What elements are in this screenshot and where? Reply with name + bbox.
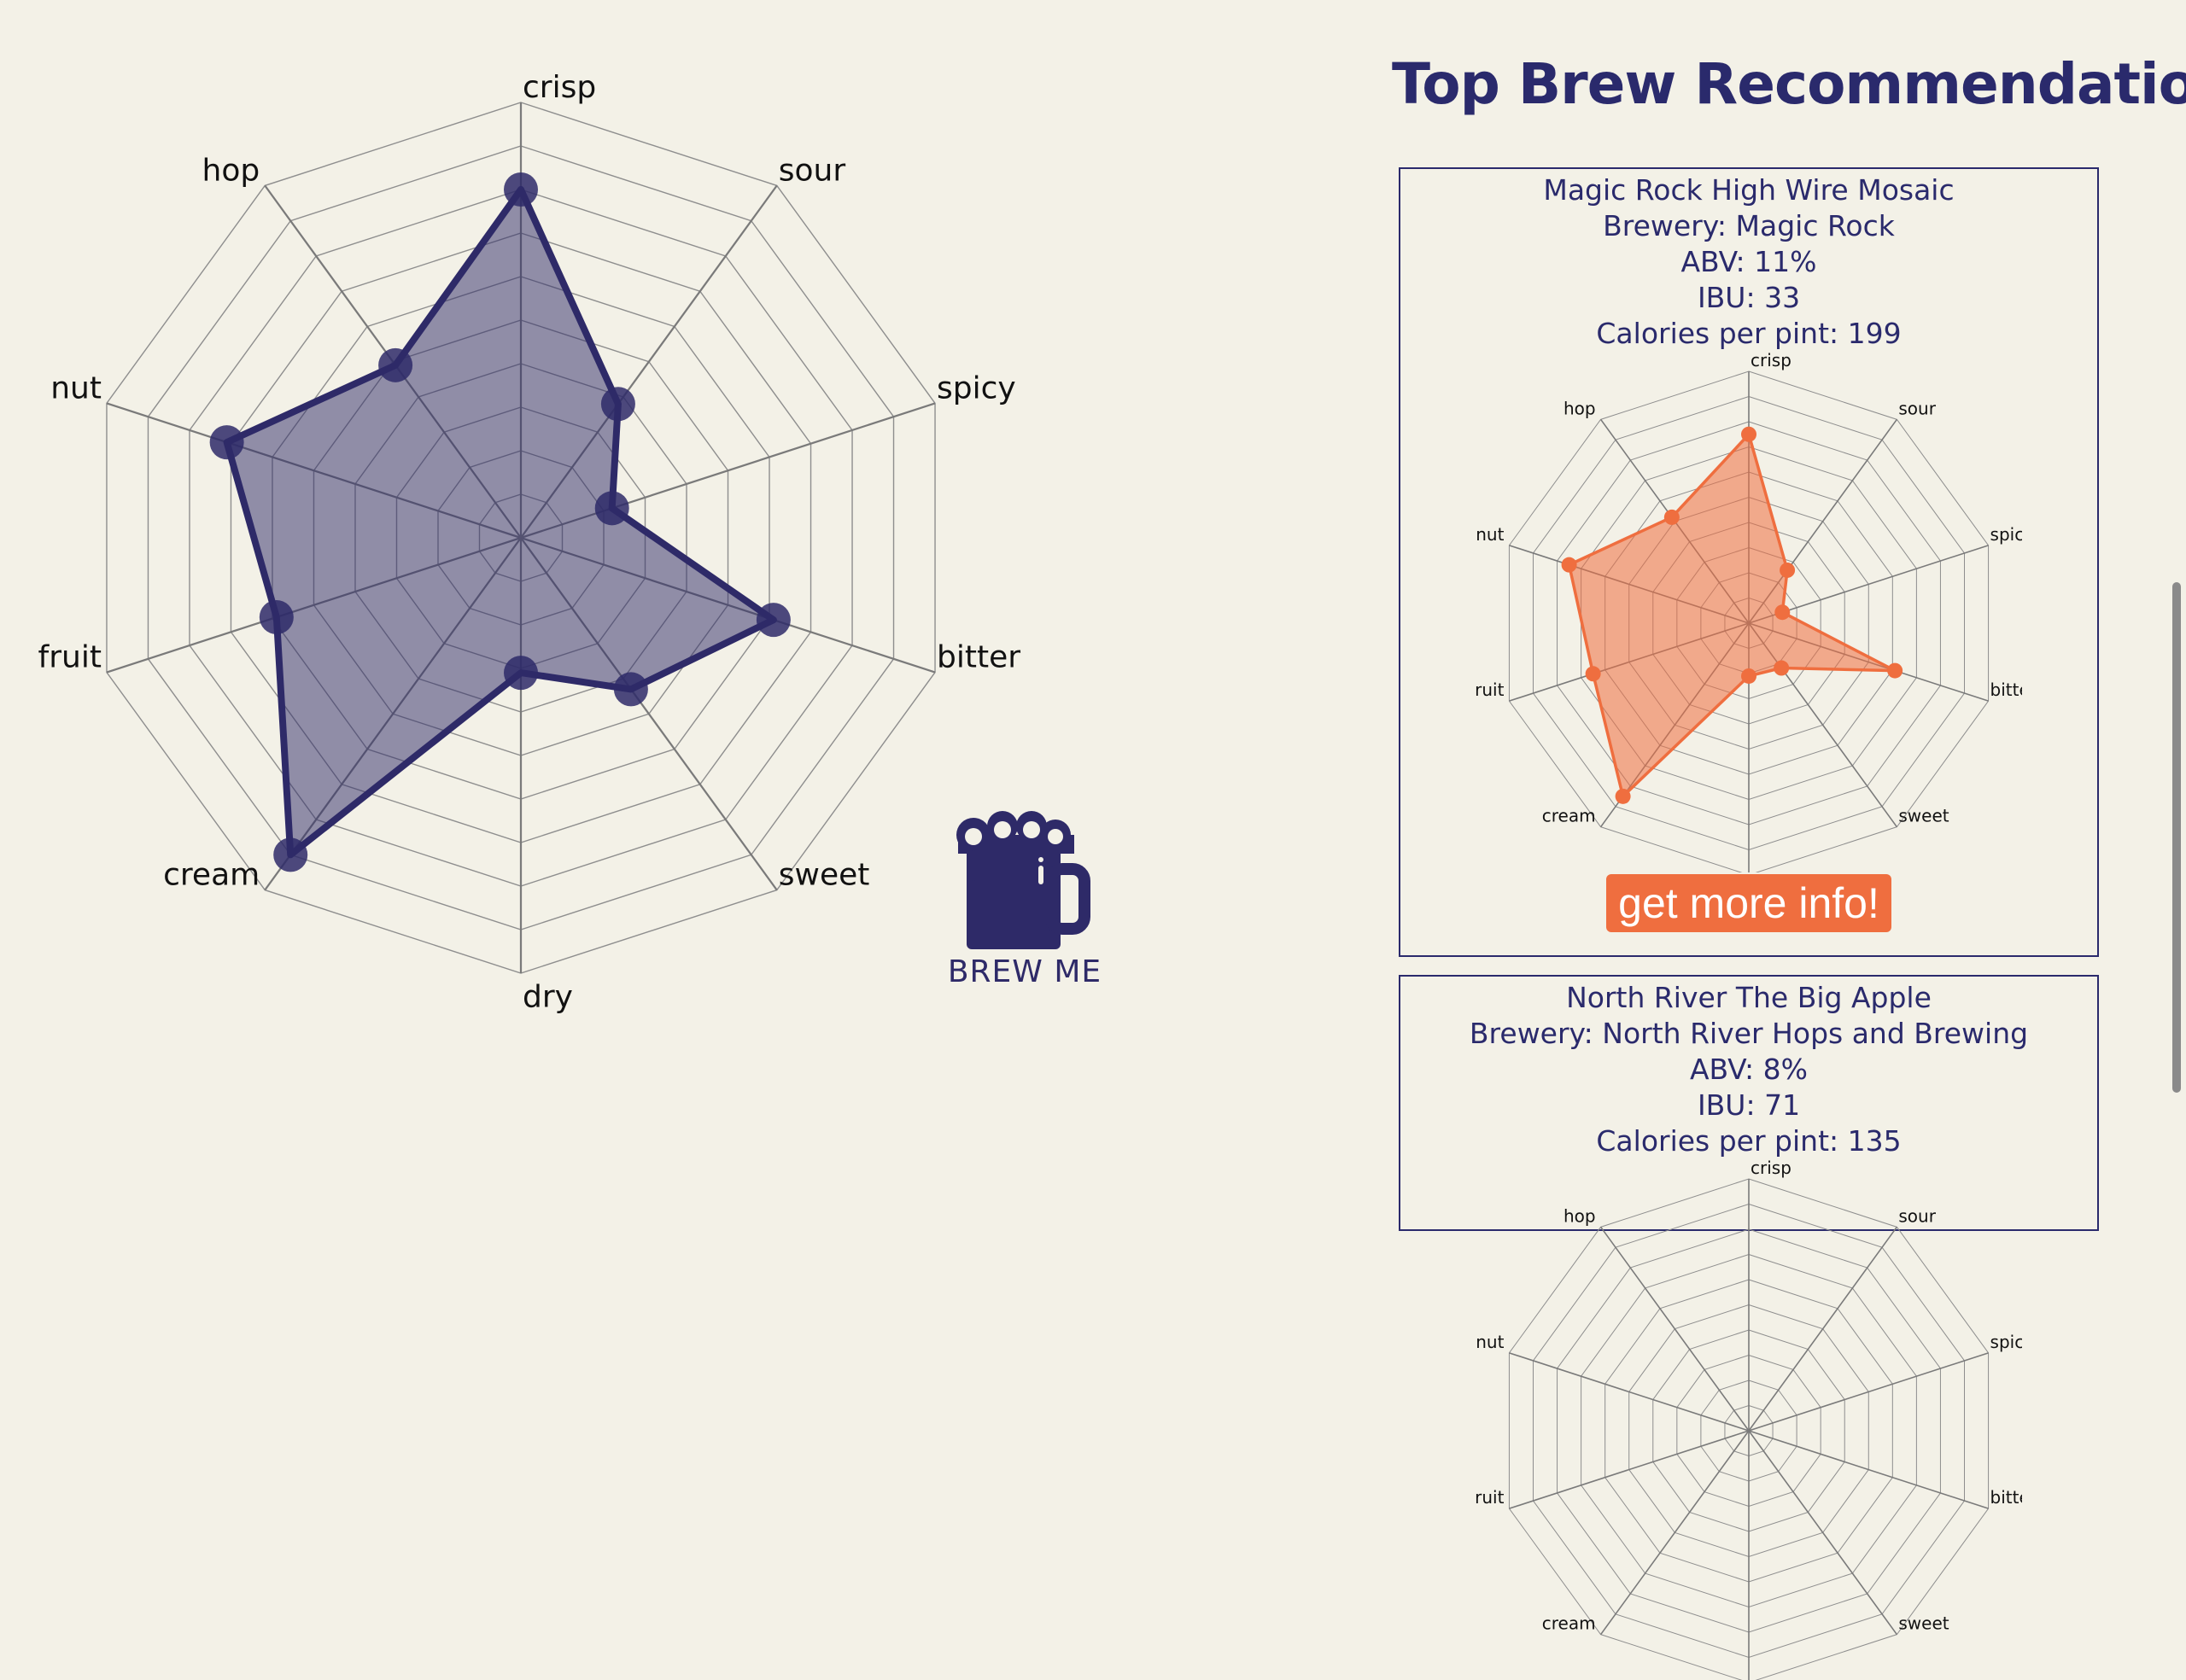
data-point (613, 672, 648, 707)
data-point (259, 599, 294, 634)
axis-line (1748, 1430, 1898, 1636)
abv: ABV: 11% (1680, 245, 1817, 278)
axis-label: cream (163, 858, 260, 893)
axis-label: crisp (523, 70, 596, 105)
brew-me-label: BREW ME (947, 954, 1102, 989)
axis-label: spicy (1990, 1332, 2022, 1352)
data-point (1561, 557, 1577, 573)
main-flavor-radar-chart[interactable]: crisp sour spicy bitter sweet dry cream fruit nu… (0, 0, 1042, 1041)
data-point (1615, 788, 1631, 804)
axis-line (1599, 1226, 1750, 1432)
data-point (504, 656, 538, 691)
calories: Calories per pint: 199 (1596, 317, 1902, 350)
abv: ABV: 8% (1689, 1053, 1809, 1086)
data-point (1741, 426, 1756, 442)
data-point (600, 387, 635, 422)
brew-me-button[interactable]: BREW ME (939, 811, 1110, 999)
get-more-info-button[interactable]: get more info! (1606, 874, 1891, 932)
data-point (209, 425, 244, 460)
beer-name: Magic Rock High Wire Mosaic (1543, 173, 1955, 207)
axis-label: hop (1564, 398, 1596, 418)
axis-label: cream (1542, 806, 1596, 826)
axis-label: bitter (1990, 680, 2022, 700)
axis-label: nut (1476, 1332, 1504, 1352)
beer-name: North River The Big Apple (1566, 981, 1932, 1014)
data-point (1585, 666, 1601, 682)
axis-label: crisp (1751, 1159, 1791, 1178)
axis-label: sour (1898, 1205, 1936, 1226)
axis-label: cream (1542, 1613, 1596, 1634)
data-point (756, 603, 791, 638)
ibu: IBU: 33 (1697, 281, 1801, 314)
axis-label: sweet (1898, 1613, 1949, 1634)
axis-label: dry (523, 980, 573, 1015)
axis-label: sweet (1898, 806, 1949, 826)
data-point (378, 347, 413, 382)
axis-label: spicy (937, 370, 1016, 405)
axis-label: sweet (779, 858, 870, 893)
axis-label: spicy (1990, 524, 2022, 545)
axis-label: fruit (38, 640, 102, 675)
series-area (223, 186, 777, 859)
data-point (1774, 604, 1791, 621)
brewery: Brewery: Magic Rock (1603, 209, 1895, 242)
axis-label: nut (1476, 524, 1504, 545)
brewery: Brewery: North River Hops and Brewing (1469, 1017, 2029, 1050)
recommendations-title: Top Brew Recommendations (1392, 51, 2186, 117)
axis-label: crisp (1751, 352, 1791, 370)
data-point (504, 172, 538, 207)
axis-label: fruit (1476, 1487, 1505, 1508)
data-point (1780, 562, 1796, 578)
axis-line (1748, 1226, 1898, 1432)
axis-label: sour (779, 153, 846, 188)
beer-flavor-radar-chart: crispsourspicybittersweetdrycreamfruitnu… (1476, 352, 2022, 872)
beer-flavor-radar-chart: crispsourspicybittersweetdrycreamfruitnu… (1476, 1159, 2022, 1680)
data-point (273, 837, 308, 872)
data-point (1774, 660, 1790, 676)
axis-label: hop (202, 153, 260, 188)
scrollbar-thumb[interactable] (2172, 582, 2181, 1093)
calories: Calories per pint: 135 (1596, 1124, 1902, 1158)
ibu: IBU: 71 (1697, 1088, 1801, 1122)
axis-label: bitter (937, 640, 1020, 675)
axis-line (1599, 1430, 1750, 1636)
axis-label: fruit (1476, 680, 1505, 700)
recommendation-card: North River The Big Apple Brewery: North… (1399, 975, 2099, 1680)
data-point (1887, 662, 1903, 679)
axis-label: nut (50, 370, 102, 405)
axis-label: sour (1898, 398, 1936, 418)
data-point (1741, 668, 1756, 684)
axis-label: hop (1564, 1205, 1596, 1226)
beer-mug-icon (956, 811, 1090, 949)
axis-label: bitter (1990, 1487, 2022, 1508)
data-point (1663, 509, 1680, 525)
recommendation-card: Magic Rock High Wire Mosaic Brewery: Mag… (1399, 167, 2099, 957)
grid-ring (1508, 370, 1990, 872)
data-point (594, 491, 629, 526)
